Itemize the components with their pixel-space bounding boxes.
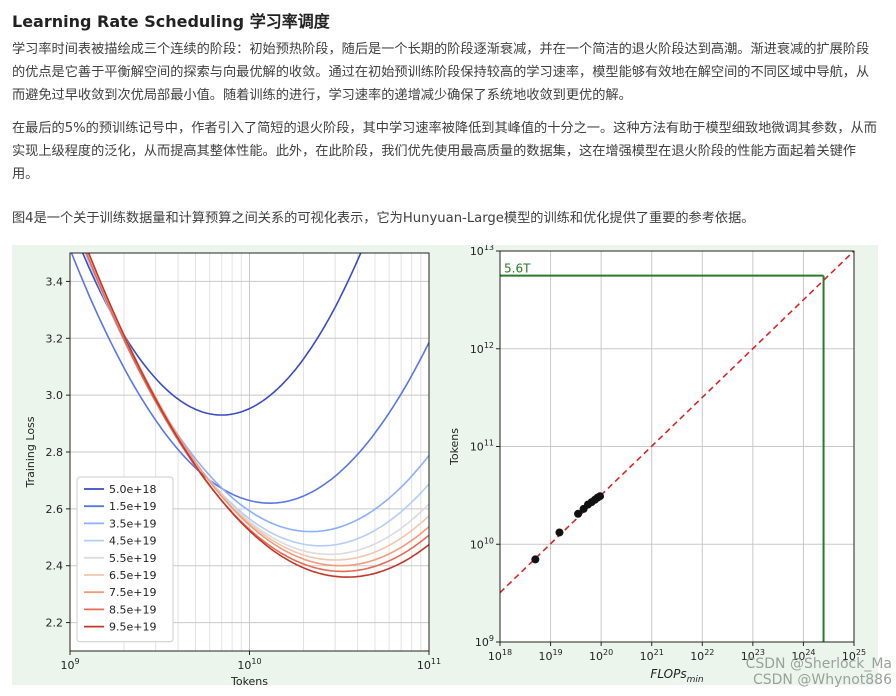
data-point [574, 509, 583, 518]
x-tick-label: 1022 [690, 648, 714, 663]
legend-label: 4.5e+19 [109, 535, 156, 548]
legend-label: 5.5e+19 [109, 552, 156, 565]
x-tick-label: 1011 [417, 657, 441, 672]
loss-curve-5.0e+18 [81, 253, 362, 416]
series-group [70, 253, 429, 578]
y-axis-label: Training Loss [24, 416, 37, 488]
legend-label: 6.5e+19 [109, 569, 156, 582]
article-title: Learning Rate Scheduling 学习率调度 [12, 12, 330, 31]
x-axis-label: FLOPsmin [650, 667, 703, 685]
plot-frame [69, 252, 430, 652]
legend-box [76, 476, 174, 643]
x-tick-label: 1024 [791, 648, 815, 663]
annotation-label: 5.6T [504, 262, 531, 276]
y-tick-label: 1010 [470, 536, 494, 551]
figure-4: 2.2 2.4 2.6 2.8 3.0 3.2 3.4 109 1010 1011 Tokens Tr… [12, 245, 878, 685]
x-tick-label: 1023 [741, 648, 765, 663]
loss-curve-8.5e+19 [85, 253, 429, 573]
data-point [531, 555, 540, 564]
y-tick-label: 2.2 [46, 617, 64, 630]
legend-label: 3.5e+19 [109, 517, 156, 530]
y-tick-label: 1012 [470, 341, 494, 356]
paragraph-2: 在最后的5%的预训练记号中，作者引入了简短的退火阶段，其中学习速率被降低到其峰值… [12, 121, 877, 182]
y-tick-label: 3.0 [46, 389, 64, 402]
y-tick-label: 2.6 [46, 503, 64, 516]
y-tick-label: 3.2 [46, 332, 64, 345]
paragraph-1: 学习率时间表被描绘成三个连续的阶段：初始预热阶段，随后是一个长期的阶段逐渐衰减，… [12, 42, 870, 103]
loss-curve-1.5e+19 [70, 253, 429, 504]
x-tick-label: 1019 [538, 648, 562, 663]
y-tick-label: 1013 [470, 245, 494, 258]
legend-label: 7.5e+19 [109, 586, 156, 599]
legend-label: 5.0e+18 [109, 483, 156, 496]
y-axis-label: Tokens [448, 428, 461, 466]
y-tick-label: 2.8 [46, 446, 64, 459]
training-loss-chart: 2.2 2.4 2.6 2.8 3.0 3.2 3.4 109 1010 1011 Tokens Tr… [24, 252, 441, 685]
legend-label: 9.5e+19 [109, 621, 156, 634]
y-tick-label: 1011 [470, 439, 494, 454]
x-tick-label: 1010 [237, 657, 261, 672]
x-axis-label: Tokens [230, 675, 268, 685]
data-point [555, 528, 564, 537]
y-tick-label: 2.4 [46, 560, 64, 573]
figure-caption: 图4是一个关于训练数据量和计算预算之间关系的可视化表示，它为Hunyuan-La… [12, 211, 755, 226]
y-tick-label: 109 [475, 634, 494, 649]
watermark-2: CSDN @Whynot886 [752, 672, 892, 688]
x-tick-label: 1021 [640, 648, 664, 663]
x-tick-label: 109 [60, 657, 79, 672]
data-point [596, 492, 605, 501]
loss-curve-9.5e+19 [87, 253, 429, 578]
x-tick-label: 1018 [488, 648, 512, 663]
x-tick-label: 1025 [842, 648, 866, 663]
x-tick-label: 1020 [589, 648, 613, 663]
legend-label: 1.5e+19 [109, 500, 156, 513]
watermark-1: CSDN @Sherlock_Ma [745, 656, 892, 672]
tokens-vs-flops-chart: 1018 1019 1020 1021 1022 1023 1024 1025 109 1010 1… [448, 245, 866, 685]
legend-label: 8.5e+19 [109, 603, 156, 616]
y-tick-label: 3.4 [46, 275, 64, 288]
plot-frame [499, 250, 855, 643]
